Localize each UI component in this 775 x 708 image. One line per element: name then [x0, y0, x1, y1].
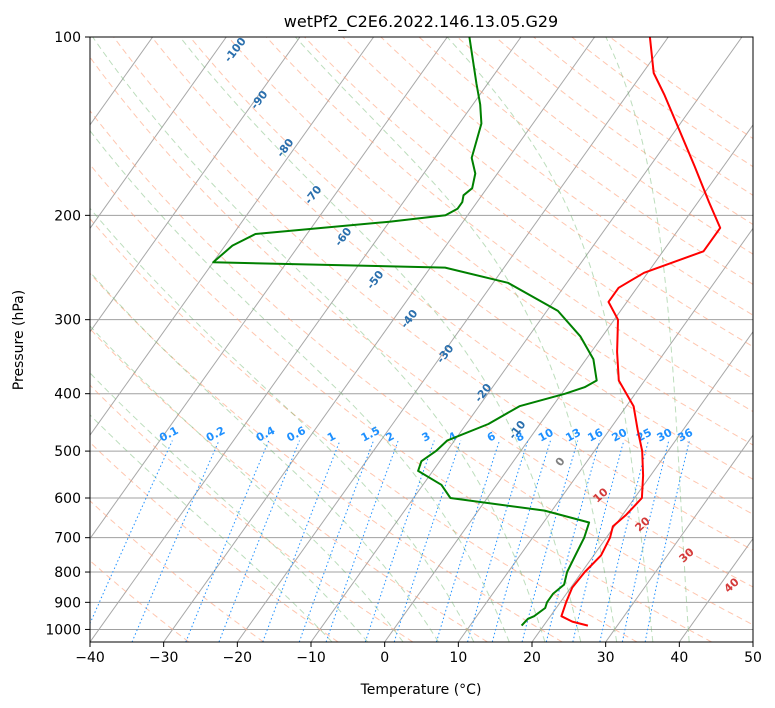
- dry-adiabat-30: [90, 217, 638, 642]
- dry-adiabat-140: [380, 37, 753, 316]
- x-axis-title: Temperature (°C): [360, 682, 482, 698]
- moist-adiabat-5: [90, 271, 439, 642]
- isotherm-20: [531, 330, 753, 642]
- isotherm--10: [310, 37, 743, 642]
- dry-adiabat-80: [151, 37, 753, 515]
- mixing-ratio-line-1: [131, 440, 220, 642]
- y-tick-label-3: 400: [54, 387, 81, 403]
- x-tick-label-9: 50: [744, 650, 762, 666]
- mixing-ratio-line-13: [545, 440, 601, 642]
- x-tick-label-7: 30: [597, 650, 615, 666]
- mixing-ratio-line-14: [572, 440, 625, 642]
- y-tick-label-8: 900: [54, 595, 81, 611]
- isotherm--60: [90, 37, 375, 437]
- y-axis: 100 200 300 400 500 600 700 800 900 1000: [45, 30, 90, 638]
- isotherm-0: [384, 124, 753, 642]
- y-tick-label-2: 300: [54, 313, 81, 329]
- isotherm--40: [90, 37, 522, 642]
- dry-adiabat-90: [189, 37, 753, 480]
- mixing-ratio-line-9: [435, 440, 500, 642]
- x-tick-label-4: 0: [380, 650, 389, 666]
- y-tick-label-6: 700: [54, 531, 81, 547]
- mixing-ratio-line-0: [90, 440, 173, 625]
- dry-adiabat-130: [342, 37, 753, 348]
- dry-adiabat-0: [90, 384, 414, 642]
- y-tick-label-0: 100: [54, 30, 81, 46]
- y-axis-title: Pressure (hPa): [11, 290, 27, 390]
- x-tick-label-8: 40: [670, 650, 688, 666]
- mixing-ratio-line-17: [644, 440, 690, 642]
- dewpoint-line: [212, 37, 598, 627]
- isotherm-40: [678, 537, 753, 642]
- y-tick-label-1: 200: [54, 208, 81, 224]
- x-tick-label-1: −30: [149, 650, 179, 666]
- moist-adiabat--5: [90, 372, 369, 642]
- dry-adiabat-60: [90, 56, 753, 588]
- moist-adiabat-20: [92, 37, 546, 642]
- isobar-gridlines: [90, 37, 753, 630]
- isotherm--70: [90, 37, 301, 333]
- dry-adiabat--20: [90, 500, 264, 642]
- mixing-ratio-label-17: 36: [675, 426, 695, 445]
- mixing-ratio-line-10: [467, 440, 529, 642]
- isotherm-10: [457, 227, 753, 642]
- mixing-ratio-line-16: [621, 440, 670, 642]
- moist-adiabat-0: [90, 325, 404, 642]
- isotherm-gridlines: [90, 37, 753, 642]
- y-tick-label-4: 500: [54, 444, 81, 460]
- moist-adiabat-30: [295, 37, 618, 642]
- y-tick-label-7: 800: [54, 565, 81, 581]
- dry-adiabat-50: [90, 110, 753, 626]
- y-tick-label-5: 600: [54, 491, 81, 507]
- x-tick-label-6: 20: [523, 650, 541, 666]
- isotherm--50: [90, 37, 448, 540]
- temperature-line: [560, 37, 722, 627]
- mixing-ratio-label-13: 16: [586, 426, 606, 445]
- isotherm--20: [236, 37, 669, 642]
- x-axis: −40 −30 −20 −10 0 10 20 30 40 50: [75, 642, 762, 666]
- dry-adiabat-40: [90, 163, 712, 642]
- mixing-ratio-label-12: 13: [563, 426, 583, 445]
- x-tick-label-2: −20: [223, 650, 253, 666]
- mixing-ratio-label-14: 20: [610, 426, 630, 445]
- y-tick-label-9: 1000: [45, 622, 81, 638]
- moist-adiabat-10: [90, 207, 475, 642]
- dry-adiabat-70: [113, 37, 753, 551]
- sounding-series: [212, 37, 722, 627]
- moist-adiabat-40: [605, 37, 690, 642]
- dry-adiabat-10: [90, 328, 488, 642]
- dry-adiabat-20: [90, 272, 563, 642]
- moist-adiabat-35: [446, 37, 654, 642]
- chart-title: wetPf2_C2E6.2022.146.13.05.G29: [284, 12, 558, 32]
- mixing-ratio-label-11: 10: [536, 426, 556, 445]
- mixing-ratio-line-5: [298, 440, 374, 642]
- plot-frame: [89, 36, 754, 643]
- x-tick-label-0: −40: [75, 650, 105, 666]
- mixing-ratio-line-11: [491, 440, 551, 642]
- isotherm--30: [163, 37, 596, 642]
- isotherm-30: [605, 434, 753, 642]
- x-tick-label-3: −10: [296, 650, 326, 666]
- mixing-ratio-line-6: [325, 440, 399, 642]
- mixing-ratio-label-16: 30: [655, 426, 675, 445]
- dry-adiabats: [90, 37, 753, 642]
- moist-adiabat-15: [90, 129, 510, 642]
- mixing-ratio-line-15: [599, 440, 649, 642]
- x-tick-label-5: 10: [449, 650, 467, 666]
